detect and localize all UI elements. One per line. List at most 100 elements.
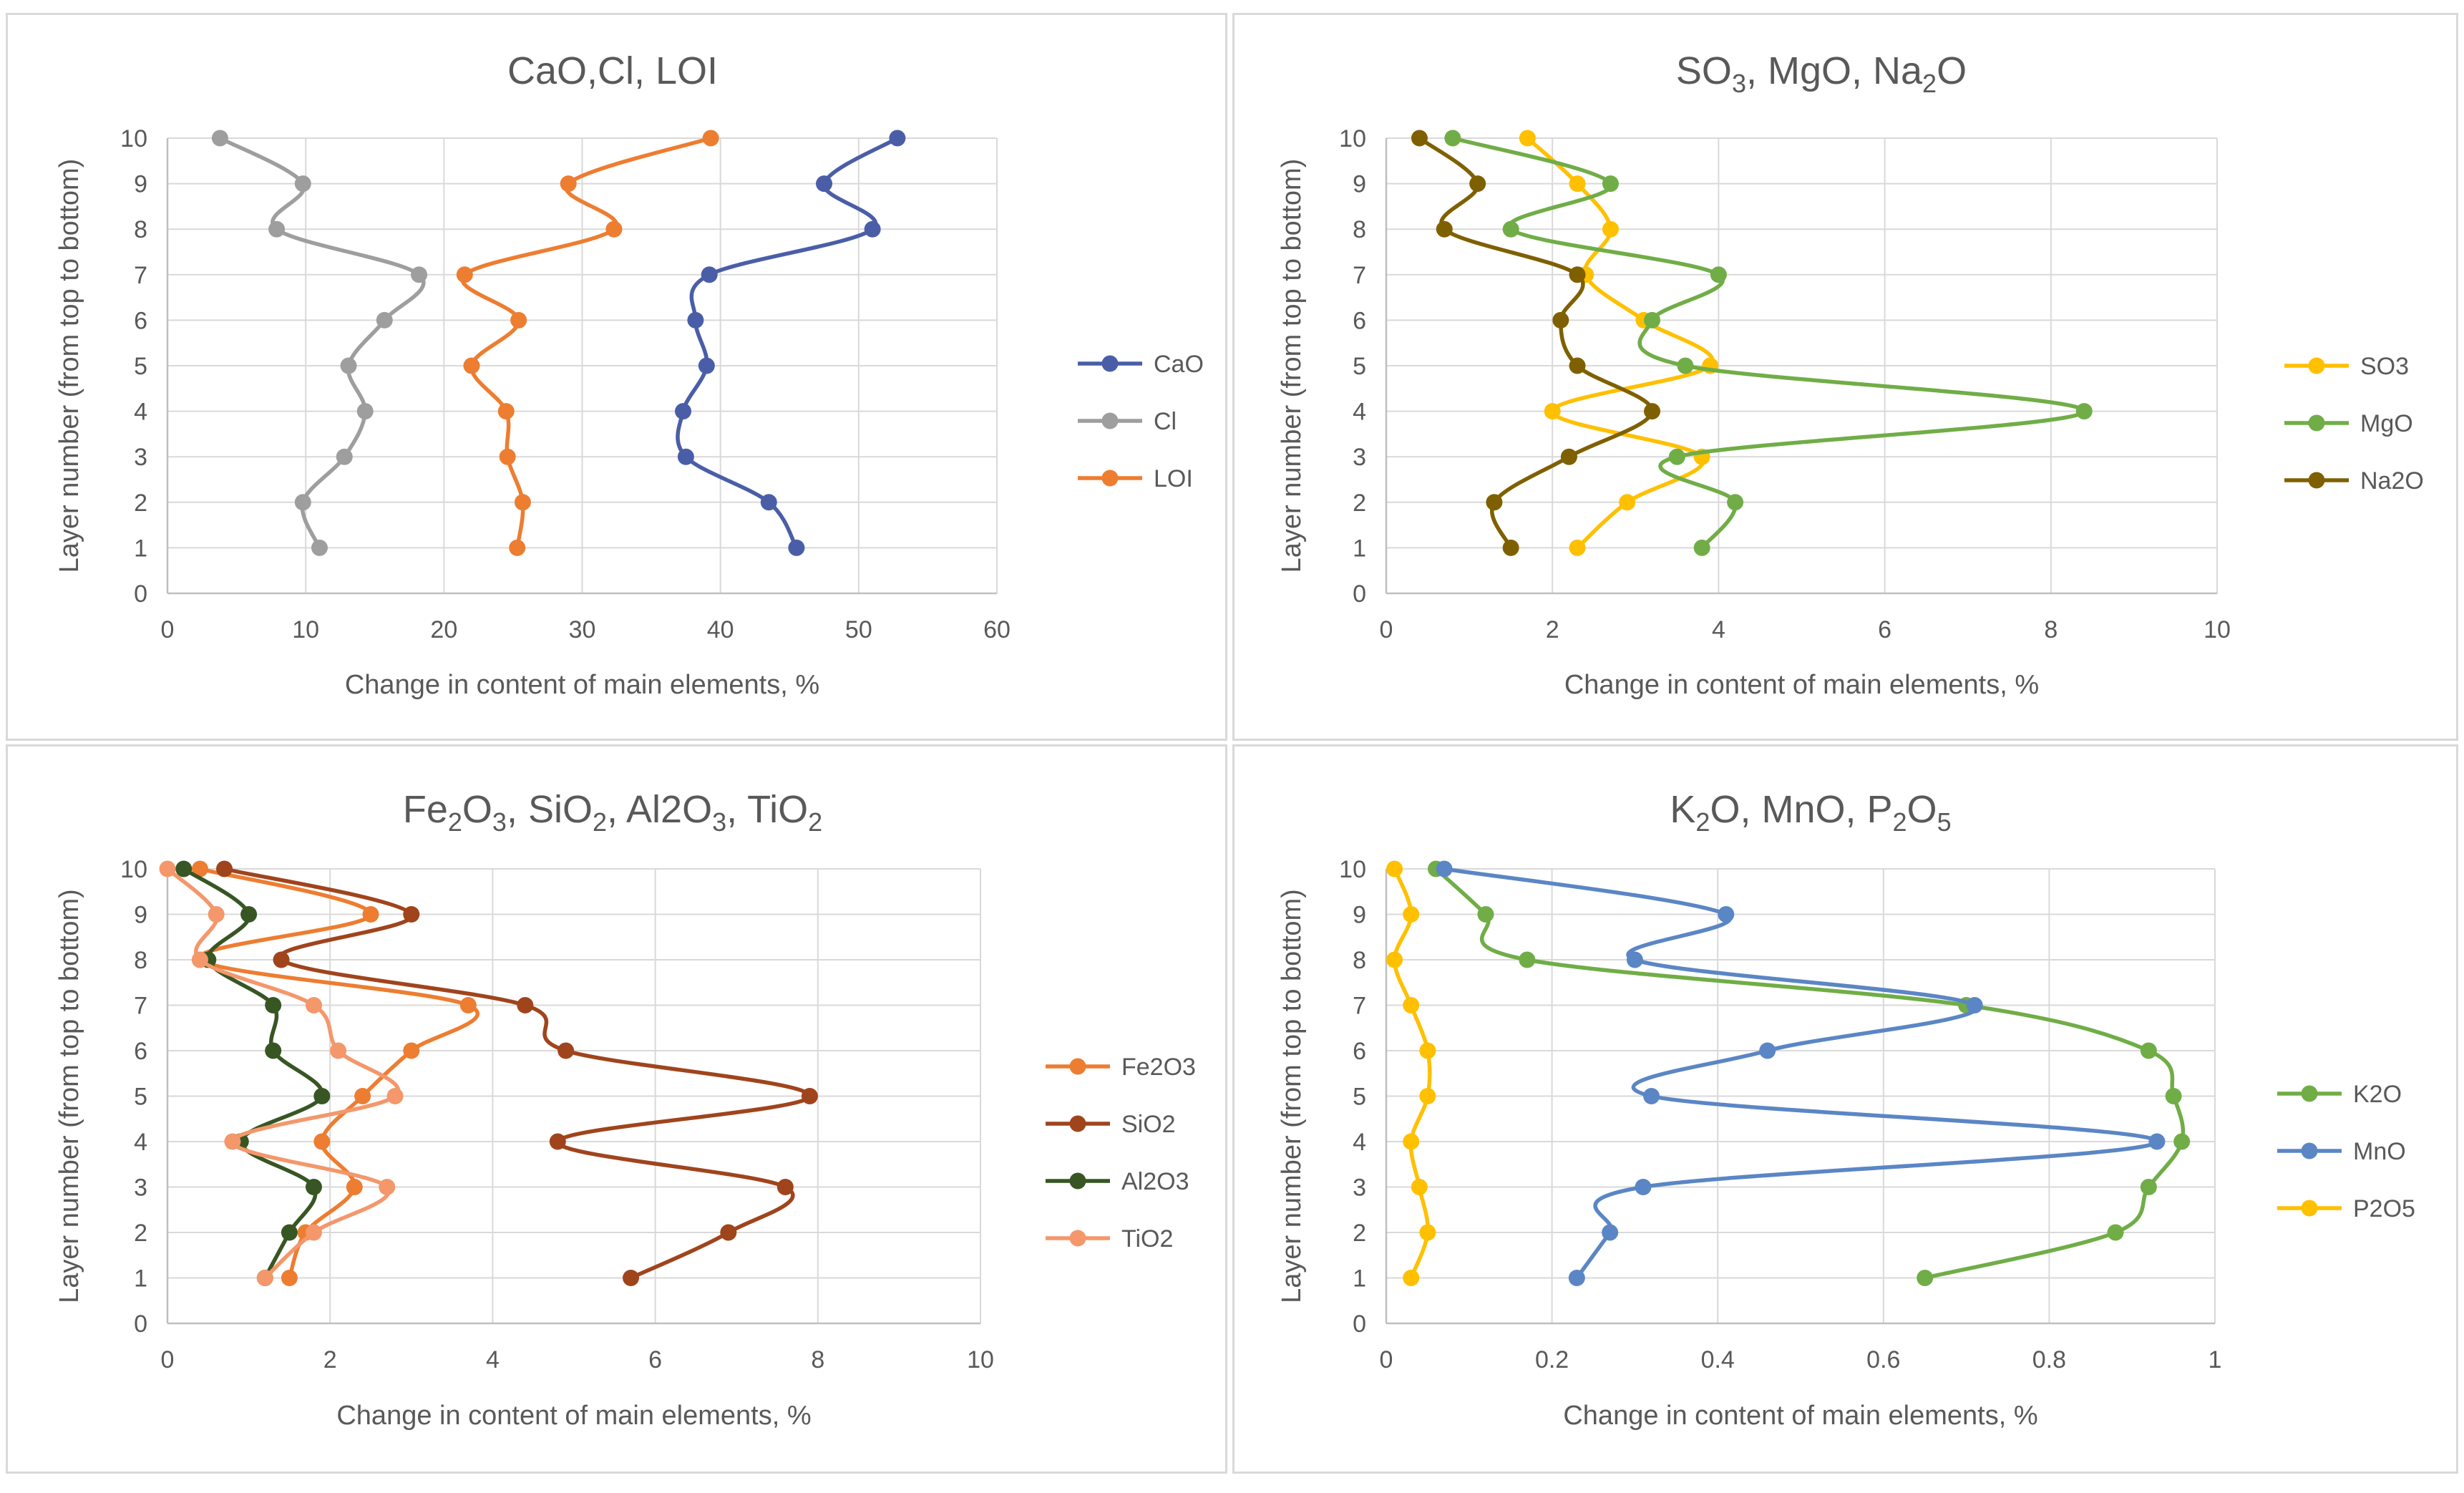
legend-swatch-marker xyxy=(1101,355,1119,372)
data-point-mgo xyxy=(1644,311,1661,329)
data-point-so3 xyxy=(1602,220,1619,238)
x-axis-label: Change in content of main elements, % xyxy=(1563,1401,2037,1431)
series-na2o xyxy=(1411,130,1661,556)
data-point-p2o5 xyxy=(1419,1224,1436,1241)
chart-panel-fe2o3-sio2-al2o3-tio2: Fe2​O3​, SiO2​, Al2O3​, TiO2​ 0 2 4 6 8 10 0 1 2 3… xyxy=(6,744,1227,1474)
y-tick-label: 4 xyxy=(1353,399,1366,426)
data-point-p2o5 xyxy=(1386,951,1403,968)
data-point-cl xyxy=(336,448,353,465)
legend-item-cl: Cl xyxy=(1078,408,1177,435)
series-line-loi xyxy=(460,136,711,548)
data-point-p2o5 xyxy=(1403,997,1420,1013)
legend-item-loi: LOI xyxy=(1078,465,1193,492)
x-tick-label: 0 xyxy=(1380,616,1393,643)
data-point-p2o5 xyxy=(1419,1042,1436,1059)
data-point-fe2o3 xyxy=(459,997,477,1013)
y-tick-label: 4 xyxy=(134,1129,147,1156)
series-line-al2o3 xyxy=(182,867,324,1279)
data-point-tio2 xyxy=(224,1133,241,1150)
x-tick-label: 30 xyxy=(569,616,596,643)
data-point-fe2o3 xyxy=(354,1088,371,1104)
legend-item-p2o5: P2O5 xyxy=(2277,1195,2415,1222)
series-line-cl xyxy=(219,136,426,549)
series-so3 xyxy=(1519,130,1719,556)
data-point-mno xyxy=(1626,951,1643,968)
chart-title: K2​O, MnO, P2​O5​ xyxy=(1670,788,1951,837)
y-tick-label: 0 xyxy=(134,580,147,608)
data-point-tio2 xyxy=(191,951,208,968)
data-point-sio2 xyxy=(403,906,420,923)
data-point-loi xyxy=(510,311,527,329)
legend-label: SiO2 xyxy=(1121,1111,1176,1138)
y-tick-label: 7 xyxy=(1353,993,1366,1020)
legend-label: MgO xyxy=(2360,410,2413,437)
legend-swatch-marker xyxy=(2308,472,2325,489)
data-point-k2o xyxy=(1477,906,1494,923)
chart-title: SO3​, MgO, Na2​O xyxy=(1676,49,1967,98)
y-axis-label: Layer number (from top to bottom) xyxy=(1277,889,1307,1303)
x-tick-label: 50 xyxy=(845,616,872,643)
data-point-fe2o3 xyxy=(346,1179,363,1195)
data-point-al2o3 xyxy=(265,1042,282,1059)
y-tick-label: 3 xyxy=(1353,444,1366,471)
data-point-al2o3 xyxy=(313,1088,331,1104)
data-point-p2o5 xyxy=(1403,1133,1420,1150)
series-line-k2o xyxy=(1434,867,2186,1280)
data-point-loi xyxy=(560,175,577,193)
data-point-sio2 xyxy=(720,1224,737,1241)
series-line-tio2 xyxy=(166,867,401,1280)
series-line-so3 xyxy=(1526,136,1715,550)
y-tick-label: 2 xyxy=(134,1220,147,1247)
chart-svg-cao-cl-loi: CaO,Cl, LOI 0 10 20 30 40 50 60 0 1 2 3 4 5 6 7 8 9 10 Chan… xyxy=(54,49,1204,700)
series-mgo xyxy=(1444,130,2093,556)
legend-label: LOI xyxy=(1154,465,1193,492)
data-point-mgo xyxy=(1677,357,1694,374)
series-cl xyxy=(211,130,428,556)
data-point-sio2 xyxy=(216,860,233,877)
legend-swatch-marker xyxy=(2301,1142,2318,1159)
legend-swatch-marker xyxy=(1069,1230,1086,1247)
data-point-cl xyxy=(311,539,328,556)
data-point-loi xyxy=(456,266,473,283)
data-point-mno xyxy=(1602,1224,1619,1241)
legend-item-al2o3: Al2O3 xyxy=(1046,1168,1189,1195)
x-tick-label: 6 xyxy=(1878,616,1891,643)
data-point-na2o xyxy=(1569,266,1586,283)
data-point-tio2 xyxy=(330,1042,347,1059)
legend-swatch-marker xyxy=(2301,1085,2318,1102)
x-tick-label: 0.4 xyxy=(1701,1346,1735,1373)
data-point-tio2 xyxy=(159,860,176,877)
data-point-cao xyxy=(788,539,805,556)
data-point-cao xyxy=(698,357,715,374)
data-point-na2o xyxy=(1486,494,1503,511)
y-tick-label: 9 xyxy=(134,902,147,929)
data-point-cl xyxy=(268,220,286,238)
data-point-cl xyxy=(211,130,228,147)
legend-swatch-marker xyxy=(2308,414,2325,432)
chart-panel-cao-cl-loi: CaO,Cl, LOI 0 10 20 30 40 50 60 0 1 2 3 4 5 6 7 8 9 10 Chan… xyxy=(6,13,1227,741)
data-point-mno xyxy=(2148,1133,2166,1150)
data-point-p2o5 xyxy=(1411,1179,1428,1195)
legend-item-k2o: K2O xyxy=(2277,1081,2402,1108)
series-line-mgo xyxy=(1452,136,2086,550)
data-point-sio2 xyxy=(557,1042,575,1059)
data-point-k2o xyxy=(1917,1270,1934,1286)
data-point-k2o xyxy=(2107,1224,2124,1241)
y-tick-label: 10 xyxy=(1339,125,1366,152)
y-tick-label: 10 xyxy=(1339,856,1366,883)
data-point-so3 xyxy=(1569,175,1586,193)
x-tick-label: 0 xyxy=(1380,1346,1393,1373)
legend-label: MnO xyxy=(2353,1138,2406,1165)
data-point-al2o3 xyxy=(175,860,193,877)
data-point-cl xyxy=(376,311,393,329)
data-point-p2o5 xyxy=(1403,906,1420,923)
series-line-cao xyxy=(676,136,899,549)
chart-svg-k2o-mno-p2o5: K2​O, MnO, P2​O5​00.20.40.60.81012345678… xyxy=(1277,788,2415,1431)
legend-item-mno: MnO xyxy=(2277,1138,2406,1165)
legend-label: TiO2 xyxy=(1121,1225,1173,1253)
chart-svg-so3-mgo-na2o: SO3​, MgO, Na2​O 0 2 4 6 8 10 0 1 2 3 4 5 6 7 8 9 10 Chang… xyxy=(1277,49,2424,700)
y-tick-label: 8 xyxy=(134,947,147,974)
y-tick-label: 8 xyxy=(134,216,147,243)
y-tick-label: 5 xyxy=(134,353,147,380)
data-point-cl xyxy=(340,357,357,374)
